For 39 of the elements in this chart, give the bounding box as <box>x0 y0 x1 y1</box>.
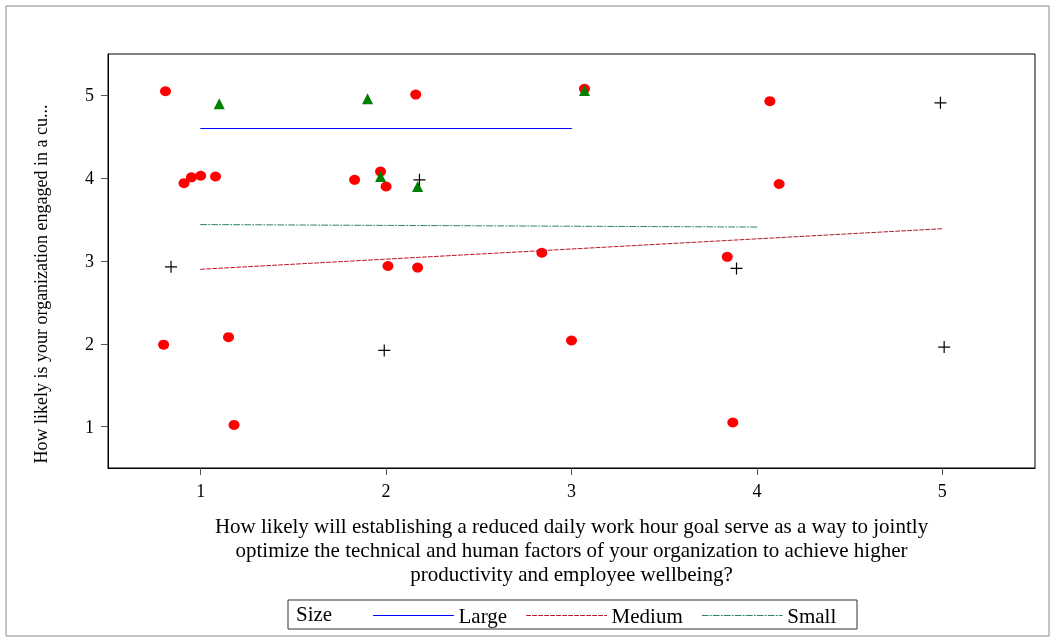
point <box>566 335 577 346</box>
x-tick-label: 1 <box>196 481 206 501</box>
point <box>178 178 190 189</box>
y-tick-label: 2 <box>85 333 94 354</box>
point <box>727 417 739 428</box>
x-tick-label: 3 <box>567 481 576 501</box>
x-tick-label: 5 <box>937 481 947 501</box>
legend-title: Size <box>296 602 333 626</box>
point <box>159 86 171 97</box>
point <box>412 180 424 192</box>
point <box>410 89 422 100</box>
x-tick-label: 2 <box>381 481 391 501</box>
point <box>213 98 225 110</box>
legend-label: Large <box>458 603 508 628</box>
point <box>210 171 222 182</box>
x-axis-title: How likely will establishing a reduced daily work hour goal serve as a way to jointly optimize the technical and human factors of your organization to achieve higher productivity and employee wellbeing? <box>214 514 929 586</box>
point <box>380 181 392 192</box>
point <box>412 262 424 273</box>
point <box>223 332 235 343</box>
y-tick-label: 4 <box>85 168 94 189</box>
point <box>382 260 394 271</box>
point <box>721 251 733 262</box>
point <box>158 339 170 350</box>
point <box>773 179 785 189</box>
point <box>375 171 387 183</box>
point <box>185 172 197 183</box>
point <box>764 96 776 107</box>
y-tick-label: 3 <box>85 251 94 271</box>
y-tick-label: 5 <box>85 85 94 106</box>
point <box>362 93 374 105</box>
y-axis-title: How likely is your organization engaged in a cu... <box>31 104 51 464</box>
x-tick-label: 4 <box>752 481 762 501</box>
point <box>349 174 361 185</box>
point <box>195 170 207 181</box>
legend-label: Small <box>787 603 837 628</box>
point <box>228 419 240 430</box>
y-tick-label: 1 <box>85 416 94 437</box>
point <box>165 260 178 273</box>
legend-label: Medium <box>611 603 683 628</box>
